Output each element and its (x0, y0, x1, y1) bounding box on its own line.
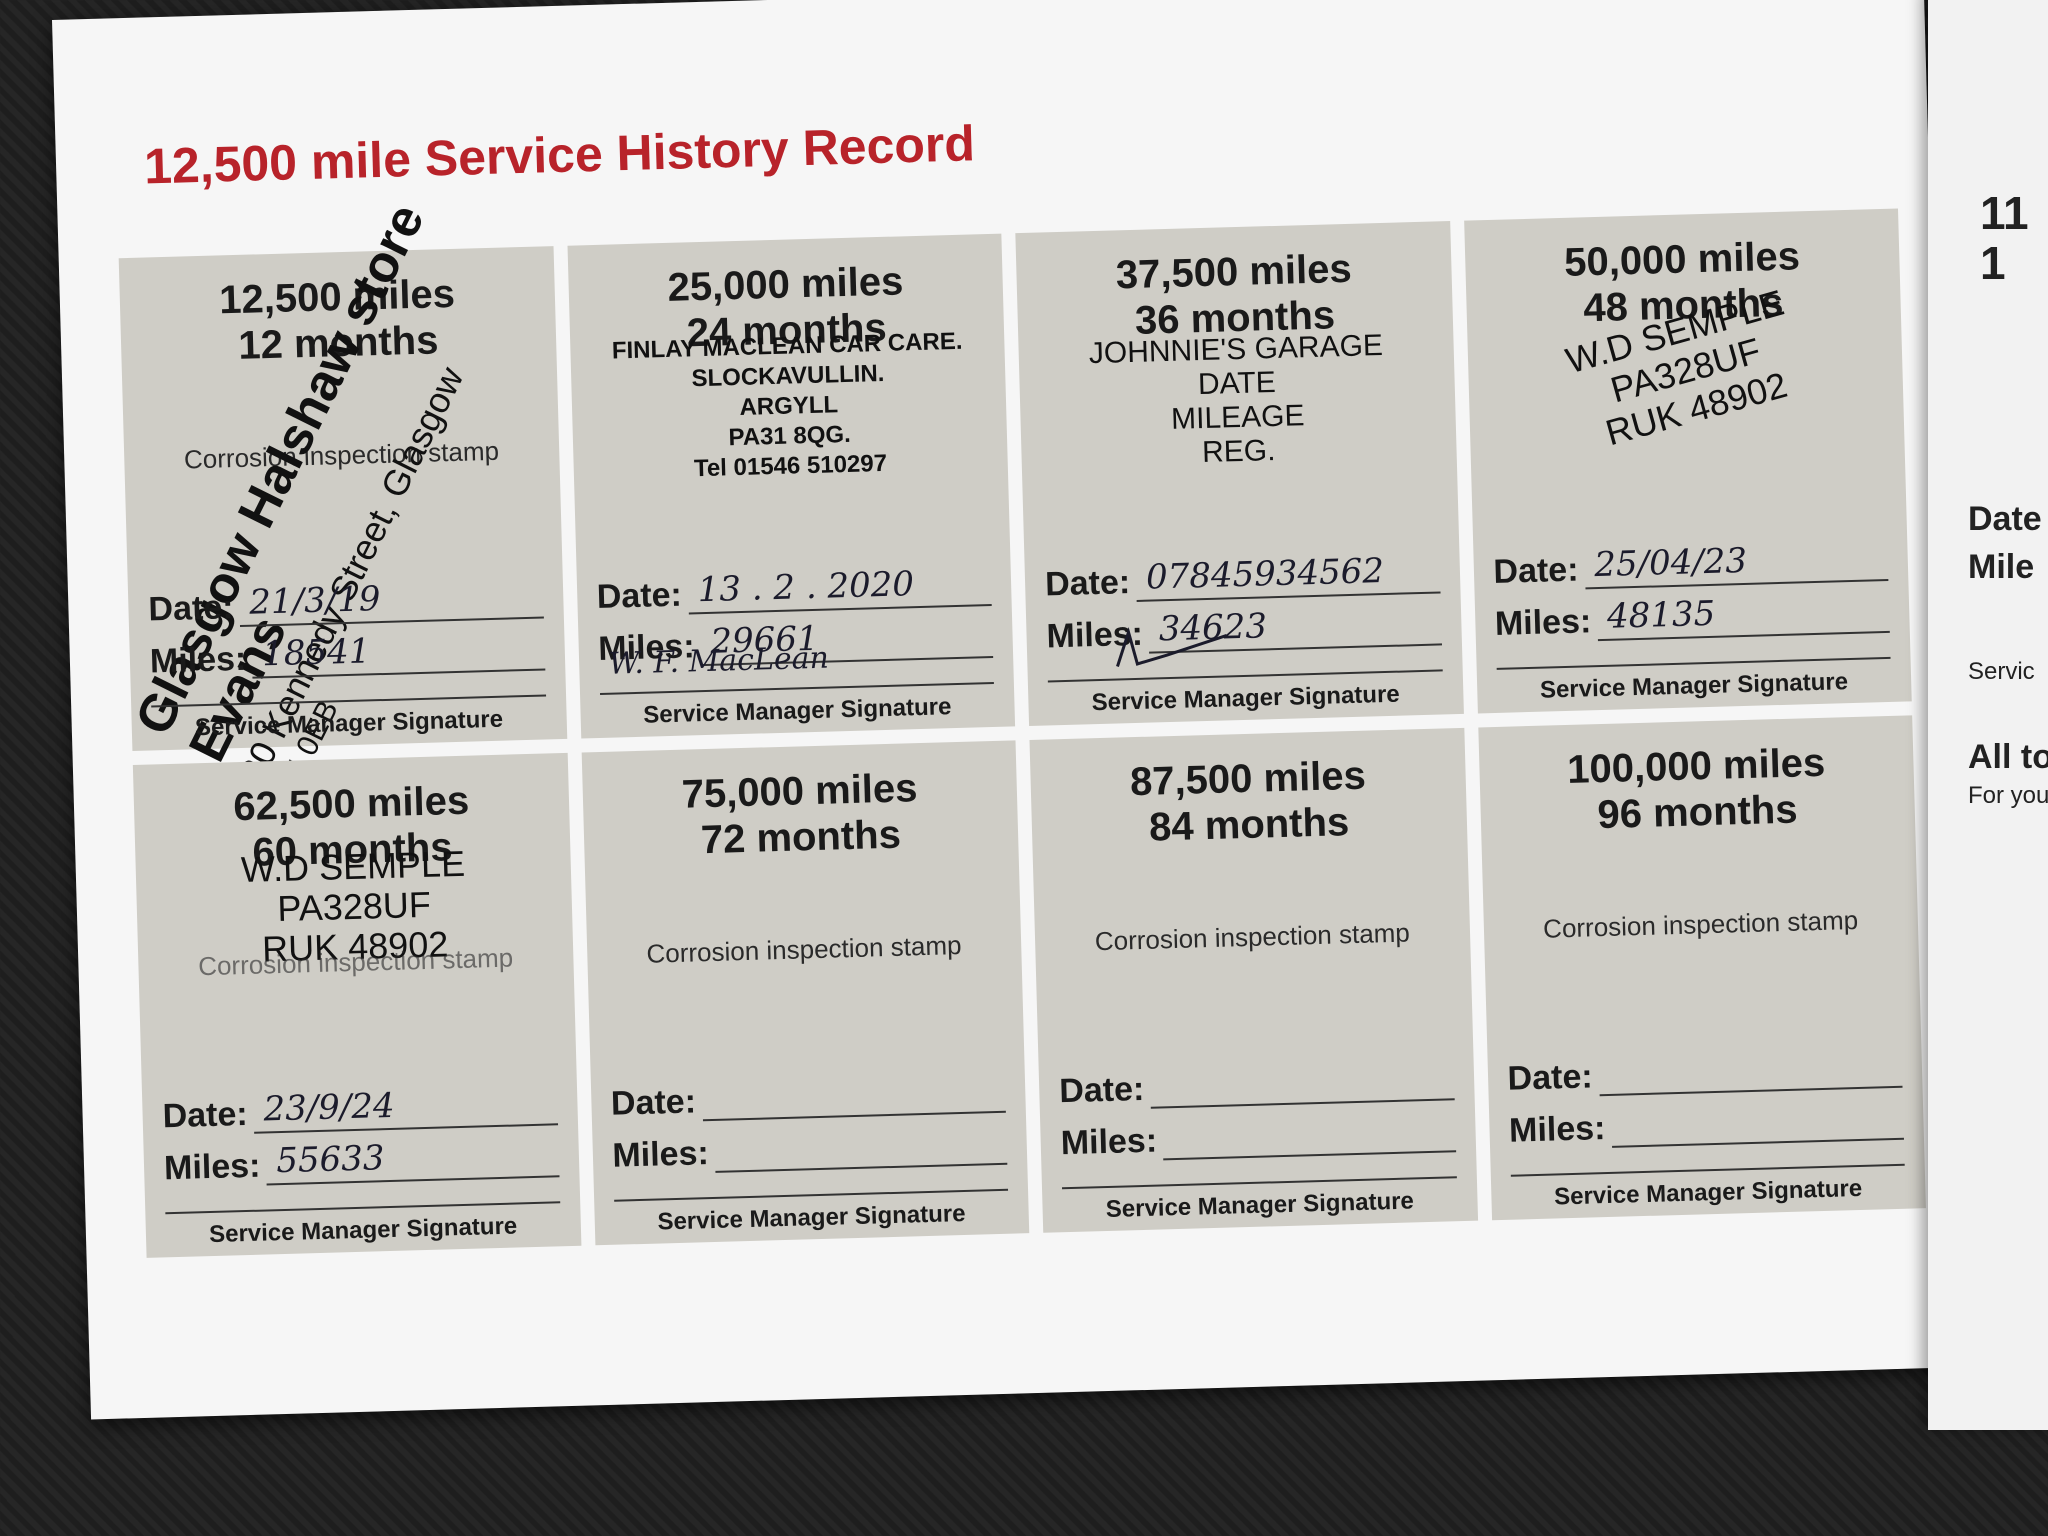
service-grid: 12,500 miles 12 months Corrosion inspect… (118, 195, 1926, 1258)
miles-label: Miles: (1494, 602, 1592, 643)
miles-field[interactable]: Miles: (612, 1123, 1008, 1176)
miles-value: 55633 (275, 1138, 385, 1182)
service-book-page: 12,500 mile Service History Record 12,50… (52, 0, 1963, 1420)
miles-value: 48135 (1606, 593, 1716, 637)
next-page-date-label: Date (1968, 500, 2042, 538)
corrosion-label: Corrosion inspection stamp (1542, 904, 1859, 944)
date-field[interactable]: Date: (610, 1071, 1006, 1124)
next-page-for-text: For your (1968, 782, 2048, 809)
miles-field[interactable]: Miles: 55633 (163, 1135, 560, 1188)
date-field[interactable]: Date: 25/04/23 (1493, 539, 1889, 592)
date-field[interactable]: Date: 23/9/24 (162, 1083, 558, 1136)
miles-field[interactable]: Miles: 48135 (1494, 591, 1890, 644)
date-value: 13 . 2 . 2020 (697, 564, 915, 611)
date-value: 23/9/24 (262, 1085, 396, 1130)
service-box-87500: 87,500 miles 84 months Corrosion inspect… (1029, 727, 1478, 1233)
signature-label: Service Manager Signature (1091, 680, 1401, 717)
service-box-62500: 62,500 miles 60 months W.D SEMPLE PA328U… (132, 752, 581, 1258)
miles-field[interactable]: Miles: (1508, 1098, 1904, 1151)
date-field[interactable]: Date: 13 . 2 . 2020 (596, 564, 992, 617)
date-label: Date: (147, 588, 235, 629)
signature-label: Service Manager Signature (1553, 1174, 1863, 1211)
date-field[interactable]: Date: (1507, 1046, 1903, 1099)
date-label: Date: (162, 1094, 249, 1136)
date-label: Date: (1507, 1057, 1594, 1098)
date-value: 25/04/23 (1593, 540, 1748, 586)
date-label: Date: (1044, 563, 1131, 604)
next-page-all-text: All to (1968, 738, 2048, 776)
next-page-service-label: Servic (1968, 658, 2035, 685)
corrosion-label: Corrosion inspection stamp (1094, 917, 1411, 957)
johnnies-garage-stamp: JOHNNIE'S GARAGE DATE MILEAGE REG. (1018, 327, 1456, 475)
signature-label: Service Manager Signature (657, 1199, 966, 1236)
finlay-maclean-stamp: FINLAY MACLEAN CAR CARE. SLOCKAVULLIN. A… (570, 326, 1009, 488)
signature-label: Service Manager Signature (1105, 1187, 1415, 1224)
date-field[interactable]: Date: 07845934562 (1045, 551, 1441, 604)
date-label: Date: (610, 1082, 697, 1123)
signature-label: Service Manager Signature (1539, 668, 1849, 704)
handwritten-signature: W. F. MacLean (608, 640, 830, 682)
service-box-25000: 25,000 miles 24 months FINLAY MACLEAN CA… (567, 233, 1016, 739)
miles-label: Miles: (611, 1134, 710, 1175)
date-field[interactable]: Date: (1059, 1058, 1455, 1111)
miles-field[interactable]: Miles: (1060, 1110, 1456, 1163)
miles-label: Miles: (163, 1146, 261, 1188)
date-value: 07845934562 (1145, 551, 1385, 598)
service-box-50000: 50,000 miles 48 months W.D SEMPLE PA328U… (1463, 208, 1912, 714)
next-page-miles-label: Mile (1968, 548, 2035, 586)
date-value: 21/3/19 (248, 579, 381, 623)
miles-label: Miles: (149, 639, 247, 681)
miles-value: 18541 (261, 631, 371, 675)
date-label: Date: (1058, 1069, 1145, 1111)
corrosion-label: Corrosion inspection stamp (646, 929, 962, 969)
page-title: 12,500 mile Service History Record (143, 115, 976, 195)
date-label: Date: (596, 575, 683, 617)
date-label: Date: (1492, 550, 1580, 591)
service-box-100000: 100,000 miles 96 months Corrosion inspec… (1477, 715, 1926, 1221)
miles-label: Miles: (1060, 1121, 1158, 1163)
next-page-edge: 11 1 Date Mile Servic All to For your (1928, 0, 2048, 1430)
service-box-12500: 12,500 miles 12 months Corrosion inspect… (118, 195, 567, 804)
service-box-37500: 37,500 miles 36 months JOHNNIE'S GARAGE … (1015, 221, 1464, 726)
signature-label: Service Manager Signature (642, 693, 952, 729)
service-box-75000: 75,000 miles 72 months Corrosion inspect… (581, 740, 1030, 1246)
miles-label: Miles: (1508, 1109, 1606, 1150)
signature-scribble (1116, 626, 1228, 667)
next-page-heading: 11 1 (1980, 187, 2029, 289)
signature-label: Service Manager Signature (208, 1212, 518, 1249)
